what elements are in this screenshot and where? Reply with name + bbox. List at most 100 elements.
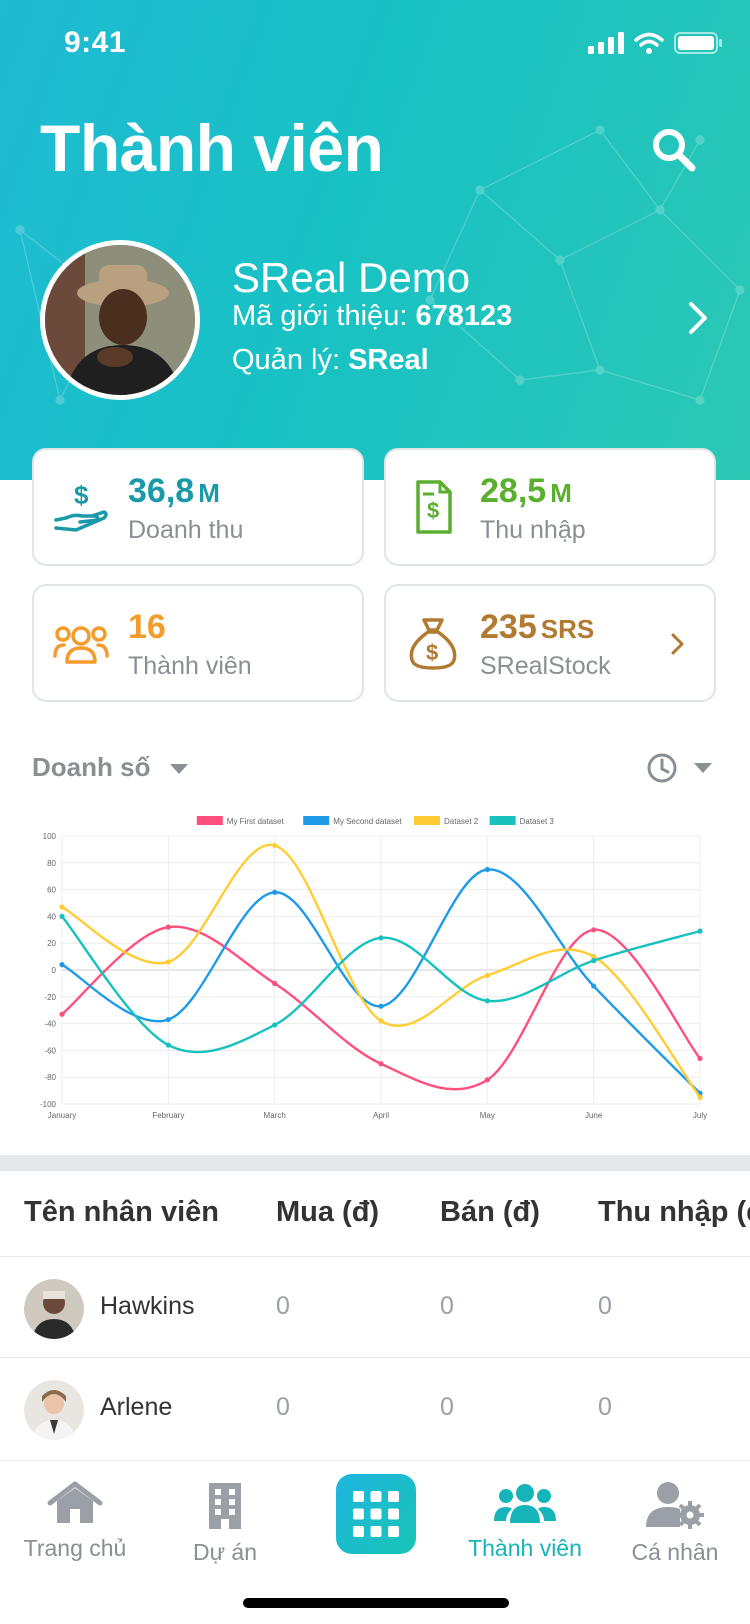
building-icon bbox=[209, 1483, 241, 1529]
referral-code: Mã giới thiệu: 678123 bbox=[232, 300, 512, 333]
data-point bbox=[378, 1003, 384, 1009]
time-filter-dropdown[interactable] bbox=[646, 752, 714, 784]
chevron-right-icon bbox=[671, 633, 684, 655]
tab-projects-label: Dự án bbox=[193, 1539, 257, 1565]
status-time: 9:41 bbox=[64, 26, 127, 59]
data-point bbox=[59, 904, 65, 910]
x-tick-label: June bbox=[585, 1111, 603, 1120]
legend-label: My First dataset bbox=[227, 817, 285, 826]
members-label: Thành viên bbox=[128, 652, 252, 680]
avatar bbox=[24, 1279, 84, 1339]
tab-members[interactable]: Thành viên bbox=[450, 1481, 600, 1562]
members-value: 16 bbox=[128, 608, 166, 646]
signal-icon bbox=[588, 32, 624, 54]
invoice-icon: $ bbox=[416, 480, 452, 534]
avatar-photo bbox=[45, 245, 195, 395]
search-icon[interactable] bbox=[650, 126, 698, 174]
data-point bbox=[272, 1022, 278, 1028]
avatar bbox=[24, 1380, 84, 1440]
user-settings-icon bbox=[646, 1482, 704, 1529]
avatar bbox=[40, 240, 200, 400]
data-point bbox=[59, 913, 65, 919]
x-tick-label: July bbox=[693, 1111, 707, 1120]
y-tick-label: 100 bbox=[43, 832, 57, 841]
data-point bbox=[484, 972, 490, 978]
menu-grid-button[interactable] bbox=[336, 1474, 416, 1554]
chevron-right-icon[interactable] bbox=[686, 300, 710, 336]
manager-label: Quản lý: bbox=[232, 344, 349, 376]
data-point bbox=[378, 1061, 384, 1067]
data-point bbox=[165, 959, 171, 965]
data-point bbox=[165, 1042, 171, 1048]
x-tick-label: January bbox=[48, 1111, 76, 1120]
y-tick-label: -20 bbox=[44, 993, 56, 1002]
data-point bbox=[591, 954, 597, 960]
tab-profile[interactable]: Cá nhân bbox=[600, 1481, 750, 1566]
revenue-label: Doanh thu bbox=[128, 516, 244, 544]
table-row[interactable]: Hawkins 0 0 0 bbox=[0, 1256, 750, 1356]
y-tick-label: -100 bbox=[40, 1100, 57, 1109]
tab-home-label: Trang chủ bbox=[23, 1535, 127, 1561]
tab-projects[interactable]: Dự án bbox=[150, 1481, 300, 1566]
grid-icon bbox=[353, 1491, 399, 1537]
buy-value: 0 bbox=[276, 1292, 290, 1320]
sell-value: 0 bbox=[440, 1393, 454, 1421]
legend-swatch bbox=[414, 816, 440, 825]
header-income: Thu nhập (đ) bbox=[598, 1196, 750, 1228]
legend-swatch bbox=[489, 816, 516, 825]
y-tick-label: 60 bbox=[47, 886, 56, 895]
legend-swatch bbox=[303, 816, 330, 825]
tab-profile-label: Cá nhân bbox=[631, 1539, 719, 1565]
data-point bbox=[591, 983, 597, 989]
income-card[interactable]: $ 28,5 M Thu nhập bbox=[384, 448, 716, 566]
referral-label: Mã giới thiệu: bbox=[232, 300, 416, 332]
employee-name: Arlene bbox=[100, 1393, 173, 1421]
wifi-icon bbox=[634, 32, 664, 54]
legend-label: My Second dataset bbox=[333, 817, 402, 826]
tab-home[interactable]: Trang chủ bbox=[0, 1481, 150, 1562]
status-icons bbox=[588, 32, 722, 54]
manager-value: SReal bbox=[348, 344, 429, 376]
data-point bbox=[59, 962, 65, 968]
x-tick-label: May bbox=[480, 1111, 495, 1120]
money-bag-icon: $ bbox=[409, 618, 457, 670]
caret-down-icon bbox=[169, 764, 188, 775]
svg-text:$: $ bbox=[74, 480, 89, 510]
data-point bbox=[484, 1077, 490, 1083]
data-point bbox=[591, 958, 597, 964]
data-point bbox=[272, 980, 278, 986]
srealstock-card[interactable]: $ 235 SRS SRealStock bbox=[384, 584, 716, 702]
revenue-card[interactable]: $ 36,8 M Doanh thu bbox=[32, 448, 364, 566]
section-divider bbox=[0, 1155, 750, 1171]
members-card[interactable]: 16 Thành viên bbox=[32, 584, 364, 702]
referral-value: 678123 bbox=[415, 300, 513, 332]
profile-name: SReal Demo bbox=[232, 254, 471, 301]
income-label: Thu nhập bbox=[480, 516, 586, 544]
y-tick-label: -60 bbox=[44, 1046, 56, 1055]
chart-metric-dropdown[interactable]: Doanh số bbox=[32, 752, 190, 783]
svg-text:$: $ bbox=[427, 498, 439, 523]
members-icon bbox=[494, 1484, 556, 1523]
sell-value: 0 bbox=[440, 1292, 454, 1320]
data-point bbox=[165, 1016, 171, 1023]
home-icon bbox=[47, 1481, 103, 1523]
group-icon bbox=[53, 626, 109, 664]
x-tick-label: March bbox=[264, 1111, 286, 1120]
table-row[interactable]: Arlene 0 0 0 bbox=[0, 1357, 750, 1457]
header-employee-name: Tên nhân viên bbox=[24, 1196, 219, 1228]
line-chart: -100 -80 -60 -40 -20 0 20 40 60 80 100 January Febru… bbox=[40, 816, 707, 1120]
home-indicator bbox=[243, 1598, 509, 1608]
data-point bbox=[272, 842, 278, 848]
manager-info: Quản lý: SReal bbox=[232, 344, 429, 377]
hand-money-icon: $ bbox=[54, 480, 108, 532]
y-tick-label: 40 bbox=[47, 912, 56, 921]
chart-metric-label: Doanh số bbox=[32, 752, 151, 782]
data-point bbox=[484, 866, 490, 873]
data-point bbox=[378, 935, 384, 941]
y-tick-label: -80 bbox=[44, 1073, 56, 1082]
battery-icon bbox=[674, 32, 722, 54]
data-point bbox=[484, 998, 490, 1004]
x-tick-label: April bbox=[373, 1111, 389, 1120]
employee-name: Hawkins bbox=[100, 1292, 195, 1320]
y-tick-label: -40 bbox=[44, 1020, 56, 1029]
